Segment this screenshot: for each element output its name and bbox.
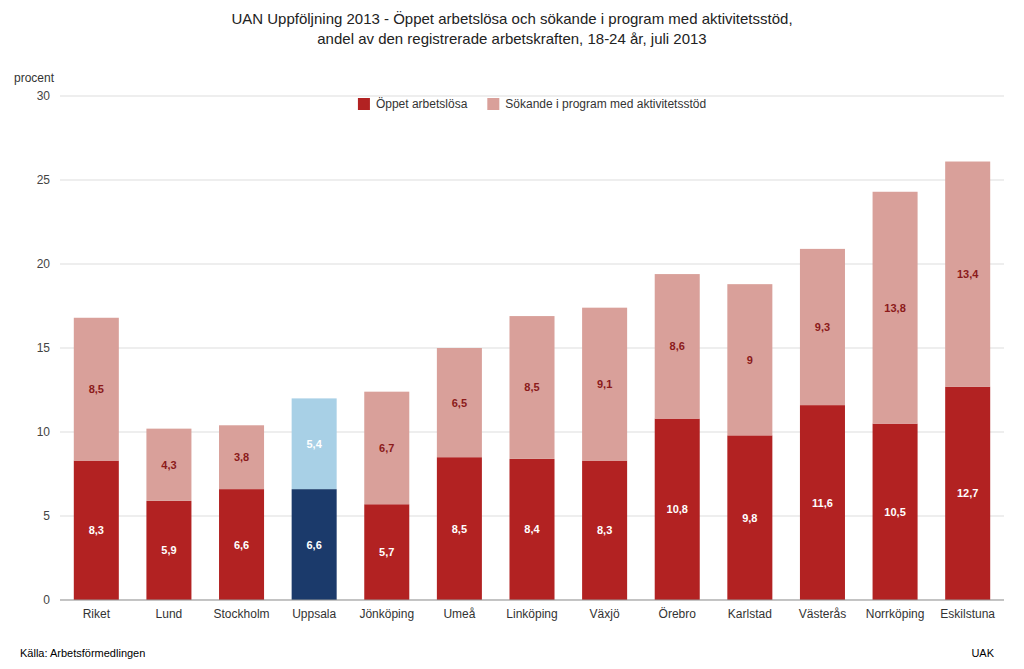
bar — [655, 274, 700, 418]
data-label: 6,6 — [234, 539, 249, 551]
data-label: 6,7 — [379, 442, 394, 454]
bar — [509, 316, 554, 459]
bar — [146, 501, 191, 600]
x-tick-label: Karlstad — [728, 607, 772, 621]
bar — [219, 425, 264, 489]
y-tick-label: 25 — [37, 173, 51, 187]
data-labels: 8,3 5,9 6,6 6,6 5,7 8,5 8,4 8,3 10,8 9,8 11,6 10,5 1… — [89, 268, 980, 558]
legend-item: Sökande i program med aktivitetsstöd — [487, 97, 706, 111]
grid — [60, 96, 1004, 600]
bar — [509, 459, 554, 600]
x-tick-label: Linköping — [506, 607, 557, 621]
x-tick-label: Västerås — [799, 607, 846, 621]
data-label: 8,5 — [452, 523, 467, 535]
title: UAN Uppföljning 2013 - Öppet arbetslösa … — [231, 10, 792, 27]
legend-swatch — [487, 98, 499, 110]
data-label: 8,6 — [670, 340, 685, 352]
y-tick-label: 10 — [37, 425, 51, 439]
data-label: 3,8 — [234, 451, 249, 463]
data-label: 9 — [747, 354, 753, 366]
bar — [364, 392, 409, 505]
x-tick-label: Eskilstuna — [940, 607, 995, 621]
bar — [582, 461, 627, 600]
chart: UAN Uppföljning 2013 - Öppet arbetslösa … — [0, 0, 1024, 669]
bar — [74, 461, 119, 600]
data-label: 10,8 — [667, 503, 688, 515]
subtitle: andel av den registrerade arbetskraften,… — [317, 30, 706, 47]
bar — [873, 192, 918, 424]
data-label: 8,5 — [524, 381, 539, 393]
bar — [146, 429, 191, 501]
y-tick-label: 0 — [43, 593, 50, 607]
data-label: 5,4 — [307, 438, 323, 450]
bar — [437, 348, 482, 457]
bar — [727, 435, 772, 600]
y-axis-label: procent — [14, 71, 55, 85]
data-label: 9,1 — [597, 378, 612, 390]
y-tick-label: 15 — [37, 341, 51, 355]
data-label: 12,7 — [957, 487, 978, 499]
data-label: 4,3 — [161, 459, 176, 471]
bar — [74, 318, 119, 461]
data-label: 9,8 — [742, 512, 757, 524]
data-label: 10,5 — [884, 506, 905, 518]
x-tick-label: Stockholm — [214, 607, 270, 621]
bar — [292, 489, 337, 600]
data-label: 6,5 — [452, 397, 467, 409]
data-label: 8,3 — [597, 524, 612, 536]
data-label: 5,9 — [161, 544, 176, 556]
bar — [655, 419, 700, 600]
y-tick-label: 5 — [43, 509, 50, 523]
y-tick-label: 20 — [37, 257, 51, 271]
data-label: 8,4 — [524, 523, 540, 535]
x-tick-label: Norrköping — [866, 607, 925, 621]
legend-swatch — [358, 98, 370, 110]
x-tick-label: Lund — [156, 607, 183, 621]
bar — [945, 162, 990, 387]
legend: Öppet arbetslösa Sökande i program med ak… — [358, 97, 706, 111]
x-tick-label: Jönköping — [359, 607, 414, 621]
bar — [727, 284, 772, 435]
annotation: UAK — [971, 647, 994, 659]
legend-item: Öppet arbetslösa — [358, 97, 468, 111]
bar — [873, 424, 918, 600]
bar — [437, 457, 482, 600]
bar — [364, 504, 409, 600]
x-tick-label: Örebro — [659, 607, 697, 621]
x-axis-line — [60, 600, 1004, 601]
grid-line — [60, 180, 1004, 181]
data-label: 13,8 — [884, 302, 905, 314]
x-tick-label: Umeå — [443, 607, 475, 621]
legend-label: Öppet arbetslösa — [376, 97, 468, 111]
bar — [945, 387, 990, 600]
x-tick-label: Växjö — [590, 607, 620, 621]
bars — [74, 162, 990, 600]
data-label: 6,6 — [307, 539, 322, 551]
x-tick-label: Riket — [83, 607, 111, 621]
data-label: 8,3 — [89, 524, 104, 536]
annotation: Källa: Arbetsförmedlingen — [20, 647, 145, 659]
y-tick-label: 30 — [37, 89, 51, 103]
data-label: 11,6 — [812, 497, 833, 509]
x-tick-label: Uppsala — [292, 607, 336, 621]
data-label: 5,7 — [379, 546, 394, 558]
data-label: 13,4 — [957, 268, 979, 280]
bar — [800, 249, 845, 405]
bar — [292, 398, 337, 489]
data-label: 8,5 — [89, 383, 104, 395]
data-label: 9,3 — [815, 321, 830, 333]
bar — [219, 489, 264, 600]
bar — [582, 308, 627, 461]
grid-line — [60, 600, 1004, 601]
grid-line — [60, 264, 1004, 265]
legend-label: Sökande i program med aktivitetsstöd — [505, 97, 706, 111]
bar — [800, 405, 845, 600]
